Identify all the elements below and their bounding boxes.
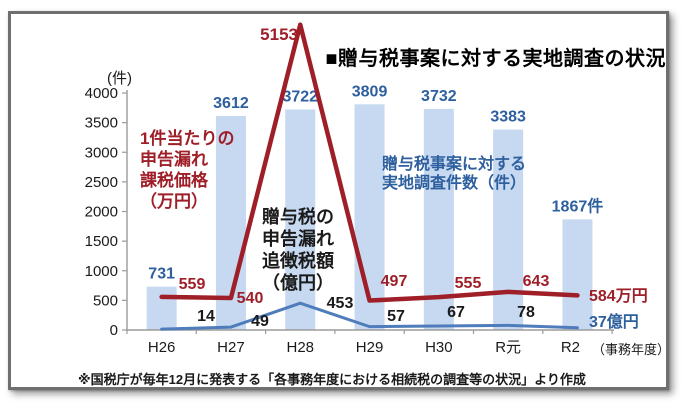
annotation-line: 申告漏れ [262,229,334,249]
annotation-line: 1件当たりの [140,129,235,148]
annotation-line: （億円） [262,273,334,293]
annotation-line: 贈与税事案に対する [382,156,527,173]
annotation-price-per-case: 1件当たりの 申告漏れ課税価格 （万円） [140,128,234,212]
x-axis-unit-label: （事務年度） [592,342,671,357]
annotation-line: 課税価格 [140,171,208,190]
annotation-line: （万円） [140,192,208,211]
annotation-line: 追徴税額 [262,251,334,271]
annotation-additional-tax: 贈与税の 申告漏れ 追徴税額 （億円） [262,206,334,294]
source-note: ※国税庁が毎年12月に発表する「各事務年度における相続税の調査等の状況」より作成 [78,372,586,387]
annotation-line: 贈与税の [262,207,334,227]
annotation-line: 申告漏れ [140,150,208,169]
annotation-line: 実地調査件数（件） [382,175,527,192]
y-axis-unit-label: (件) [107,70,132,87]
chart-title: ■贈与税事案に対する実地調査の状況 [325,48,666,70]
annotation-investigation-count: 贈与税事案に対する 実地調査件数（件） [382,155,526,193]
